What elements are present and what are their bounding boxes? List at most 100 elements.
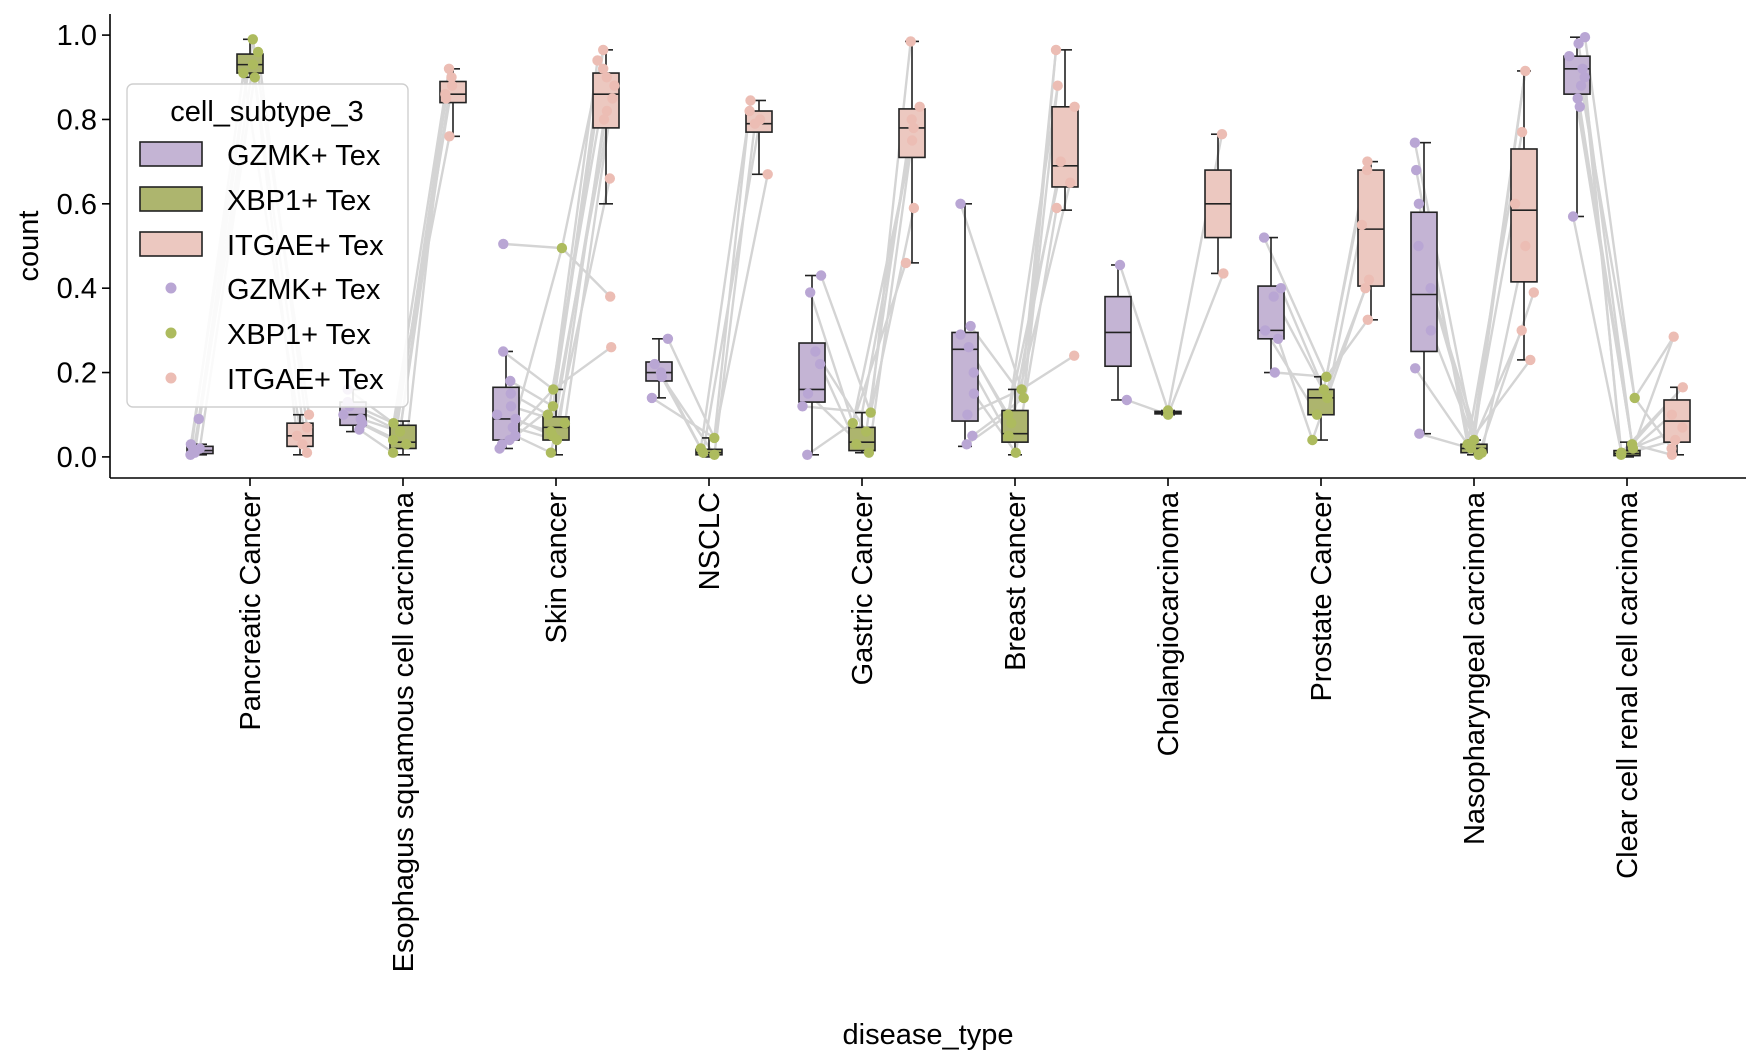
point-xbp1-tex [387, 434, 399, 446]
point-itgae-tex [745, 95, 756, 106]
point-itgae-tex [906, 114, 917, 125]
point-xbp1-tex [1465, 443, 1477, 454]
y-axis-title: count [13, 211, 45, 282]
point-gzmk-tex [505, 388, 516, 399]
point-itgae-tex [1525, 354, 1536, 366]
point-gzmk-tex [1414, 428, 1425, 439]
legend-title: cell_subtype_3 [170, 96, 363, 128]
point-itgae-tex [301, 422, 313, 433]
point-gzmk-tex [962, 409, 973, 420]
point-gzmk-tex [1413, 240, 1424, 252]
point-itgae-tex [1520, 240, 1531, 252]
x-tick-label-clear-cell-renal-cell-carcinoma: Clear cell renal cell carcinoma [1612, 491, 1644, 879]
legend-box-swatch-gzmk [139, 141, 203, 167]
point-itgae-tex [1516, 325, 1527, 336]
point-gzmk-tex [505, 401, 517, 412]
point-itgae-tex [1360, 283, 1371, 294]
point-xbp1-tex [551, 434, 563, 446]
point-gzmk-tex [1567, 211, 1579, 222]
point-xbp1-tex [1162, 409, 1174, 420]
y-tick-label: 1.0 [57, 20, 97, 52]
point-gzmk-tex [354, 424, 365, 435]
point-itgae-tex [598, 63, 609, 74]
point-xbp1-tex [247, 34, 258, 45]
point-gzmk-tex [1258, 232, 1270, 243]
point-gzmk-tex [1577, 63, 1588, 74]
point-itgae-tex [1069, 101, 1080, 113]
point-xbp1-tex [861, 426, 872, 437]
point-xbp1-tex [545, 447, 557, 458]
point-itgae-tex [604, 173, 615, 184]
point-itgae-tex [301, 447, 313, 458]
point-gzmk-tex [1409, 137, 1421, 148]
legend: cell_subtype_3 GZMK+ Tex XBP1+ Tex ITGAE… [126, 83, 409, 408]
point-xbp1-tex [1615, 449, 1627, 460]
point-gzmk-tex [1579, 72, 1590, 83]
legend-point-label-xbp1: XBP1+ Tex [227, 319, 371, 351]
point-gzmk-tex [1272, 333, 1284, 344]
point-gzmk-tex [968, 367, 979, 378]
y-tick-label: 0.4 [57, 273, 97, 305]
x-tick-label-skin-cancer: Skin cancer [541, 492, 573, 644]
point-gzmk-tex [498, 238, 509, 250]
point-gzmk-tex [1260, 325, 1271, 336]
point-xbp1-tex [249, 72, 260, 83]
x-axis-title: disease_type [843, 1019, 1014, 1051]
point-xbp1-tex [863, 447, 875, 458]
point-gzmk-tex [662, 333, 674, 344]
point-gzmk-tex [968, 388, 980, 399]
point-xbp1-tex [387, 447, 399, 458]
point-xbp1-tex [401, 439, 412, 450]
point-xbp1-tex [1006, 418, 1017, 429]
point-gzmk-tex [1425, 325, 1437, 336]
point-xbp1-tex [1018, 392, 1029, 404]
point-gzmk-tex [810, 346, 821, 357]
point-gzmk-tex [955, 198, 966, 209]
point-itgae-tex [908, 122, 919, 134]
x-tick-label-pancreatic-cancer: Pancreatic Cancer [235, 492, 267, 731]
box-itgae-tex-cholangiocarcinoma [1204, 133, 1232, 275]
x-tick-label-nsclc: NSCLC [694, 492, 726, 590]
point-gzmk-tex [1410, 363, 1421, 374]
point-itgae-tex [1528, 287, 1540, 298]
y-tick-label: 0.0 [57, 442, 97, 474]
point-xbp1-tex [851, 439, 862, 450]
point-gzmk-tex [1269, 367, 1281, 378]
point-gzmk-tex [505, 375, 516, 387]
point-itgae-tex [601, 72, 612, 83]
point-itgae-tex [607, 93, 618, 104]
point-itgae-tex [446, 72, 457, 83]
point-gzmk-tex [961, 439, 972, 450]
point-gzmk-tex [491, 409, 503, 420]
point-xbp1-tex [709, 449, 720, 460]
point-itgae-tex [601, 105, 613, 117]
point-itgae-tex [905, 36, 916, 47]
point-itgae-tex [749, 118, 761, 129]
point-itgae-tex [906, 135, 918, 146]
point-itgae-tex [297, 439, 308, 450]
point-xbp1-tex [247, 59, 259, 70]
point-itgae-tex [1065, 177, 1076, 188]
point-gzmk-tex [963, 342, 974, 353]
point-gzmk-tex [815, 270, 827, 281]
point-itgae-tex [1050, 44, 1062, 56]
box-gzmk-tex-prostate-cancer [1257, 236, 1285, 374]
point-itgae-tex [1509, 198, 1521, 209]
point-gzmk-tex [1268, 291, 1279, 302]
pair-line [1568, 56, 1673, 451]
point-gzmk-tex [965, 320, 976, 332]
x-tick-label-gastric-cancer: Gastric Cancer [847, 492, 879, 686]
point-xbp1-tex [1016, 384, 1027, 395]
legend-box-label-gzmk: GZMK+ Tex [227, 140, 381, 172]
legend-point-swatch-itgae [165, 372, 177, 384]
point-itgae-tex [762, 169, 773, 180]
point-xbp1-tex [709, 432, 720, 444]
box-itgae-tex-gastric-cancer [898, 40, 926, 264]
point-gzmk-tex [646, 392, 658, 404]
point-xbp1-tex [1010, 447, 1021, 458]
box-body [1104, 295, 1132, 368]
y-tick-label: 0.8 [57, 104, 97, 136]
point-xbp1-tex [865, 407, 876, 418]
point-xbp1-tex [1318, 384, 1330, 395]
